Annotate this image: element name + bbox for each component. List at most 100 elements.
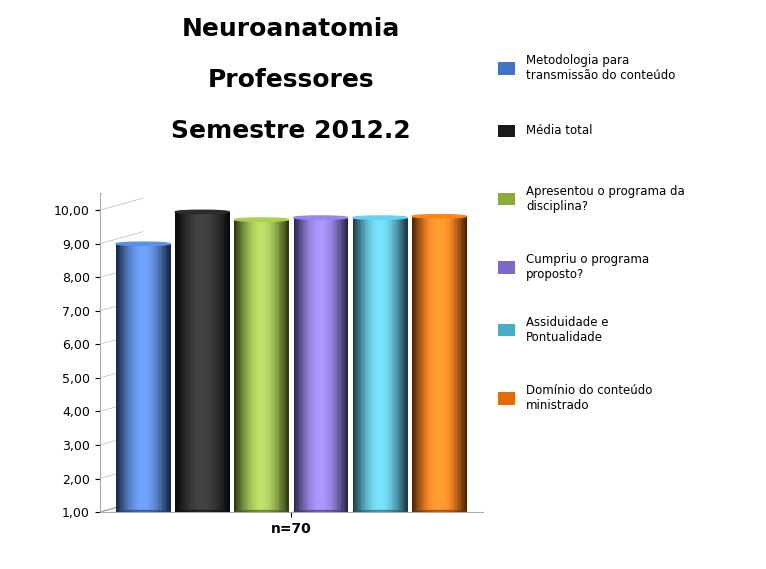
Bar xyxy=(361,217,363,512)
Bar xyxy=(316,217,319,512)
Bar xyxy=(250,220,253,512)
Bar xyxy=(205,212,207,512)
Bar xyxy=(120,244,122,512)
Bar xyxy=(176,212,178,512)
Bar xyxy=(334,217,336,512)
Bar xyxy=(456,216,457,512)
Bar xyxy=(306,217,308,512)
Bar xyxy=(245,220,247,512)
Bar xyxy=(401,217,402,512)
Bar xyxy=(406,217,408,512)
Bar xyxy=(414,216,417,512)
Bar xyxy=(147,244,149,512)
Bar xyxy=(323,217,326,512)
Bar xyxy=(358,217,360,512)
Bar xyxy=(175,212,177,512)
Bar xyxy=(201,212,203,512)
Bar xyxy=(434,216,436,512)
Ellipse shape xyxy=(116,510,170,514)
Bar xyxy=(431,216,433,512)
Bar xyxy=(155,244,157,512)
Bar xyxy=(368,217,369,512)
Bar xyxy=(154,244,155,512)
Bar xyxy=(152,244,155,512)
Bar xyxy=(266,220,267,512)
Bar xyxy=(369,217,371,512)
Text: Metodologia para
transmissão do conteúdo: Metodologia para transmissão do conteúdo xyxy=(526,54,676,83)
Bar xyxy=(353,217,355,512)
Bar xyxy=(364,217,365,512)
Bar xyxy=(241,220,243,512)
Bar xyxy=(178,212,180,512)
Bar xyxy=(221,212,223,512)
Bar xyxy=(136,244,138,512)
Bar xyxy=(403,217,405,512)
Bar xyxy=(416,216,418,512)
Bar xyxy=(149,244,150,512)
Bar xyxy=(440,216,442,512)
Bar xyxy=(341,217,343,512)
Bar xyxy=(208,212,210,512)
Bar xyxy=(333,217,335,512)
Bar xyxy=(195,212,198,512)
Bar xyxy=(270,220,271,512)
Bar xyxy=(135,244,136,512)
Bar xyxy=(392,217,394,512)
Bar xyxy=(344,217,345,512)
Bar xyxy=(158,244,160,512)
Bar xyxy=(417,216,419,512)
Bar xyxy=(244,220,246,512)
Bar xyxy=(296,217,298,512)
Ellipse shape xyxy=(116,242,170,245)
Bar xyxy=(339,217,342,512)
Bar xyxy=(243,220,244,512)
Bar xyxy=(238,220,241,512)
Bar xyxy=(264,220,266,512)
Bar xyxy=(183,212,185,512)
Bar xyxy=(273,220,274,512)
Bar xyxy=(162,244,164,512)
Bar xyxy=(373,217,375,512)
Bar xyxy=(463,216,466,512)
Bar xyxy=(391,217,393,512)
Bar xyxy=(399,217,401,512)
Bar xyxy=(298,217,300,512)
Bar xyxy=(119,244,120,512)
Bar xyxy=(412,216,414,512)
Bar xyxy=(307,217,309,512)
Bar xyxy=(254,220,257,512)
Bar xyxy=(355,217,358,512)
Ellipse shape xyxy=(412,215,466,218)
Bar xyxy=(240,220,241,512)
Bar xyxy=(457,216,459,512)
Bar xyxy=(271,220,273,512)
Bar xyxy=(450,216,452,512)
Bar xyxy=(354,217,356,512)
Bar xyxy=(438,216,440,512)
Bar xyxy=(211,212,214,512)
Text: Cumpriu o programa
proposto?: Cumpriu o programa proposto? xyxy=(526,253,650,282)
Bar xyxy=(414,216,415,512)
Bar xyxy=(322,217,324,512)
Bar xyxy=(249,220,251,512)
Bar xyxy=(444,216,445,512)
Bar xyxy=(268,220,270,512)
Bar xyxy=(185,212,186,512)
Bar xyxy=(451,216,453,512)
Bar xyxy=(198,212,200,512)
Bar xyxy=(197,212,198,512)
Bar xyxy=(465,216,466,512)
Bar xyxy=(377,217,379,512)
Bar xyxy=(193,212,195,512)
Bar xyxy=(424,216,426,512)
Bar xyxy=(428,216,430,512)
Bar xyxy=(316,217,317,512)
Bar xyxy=(346,217,349,512)
Bar xyxy=(426,216,427,512)
Text: Semestre 2012.2: Semestre 2012.2 xyxy=(172,119,411,143)
Bar xyxy=(430,216,431,512)
Bar xyxy=(461,216,463,512)
Bar xyxy=(165,244,166,512)
Bar xyxy=(295,217,296,512)
Bar xyxy=(376,217,378,512)
